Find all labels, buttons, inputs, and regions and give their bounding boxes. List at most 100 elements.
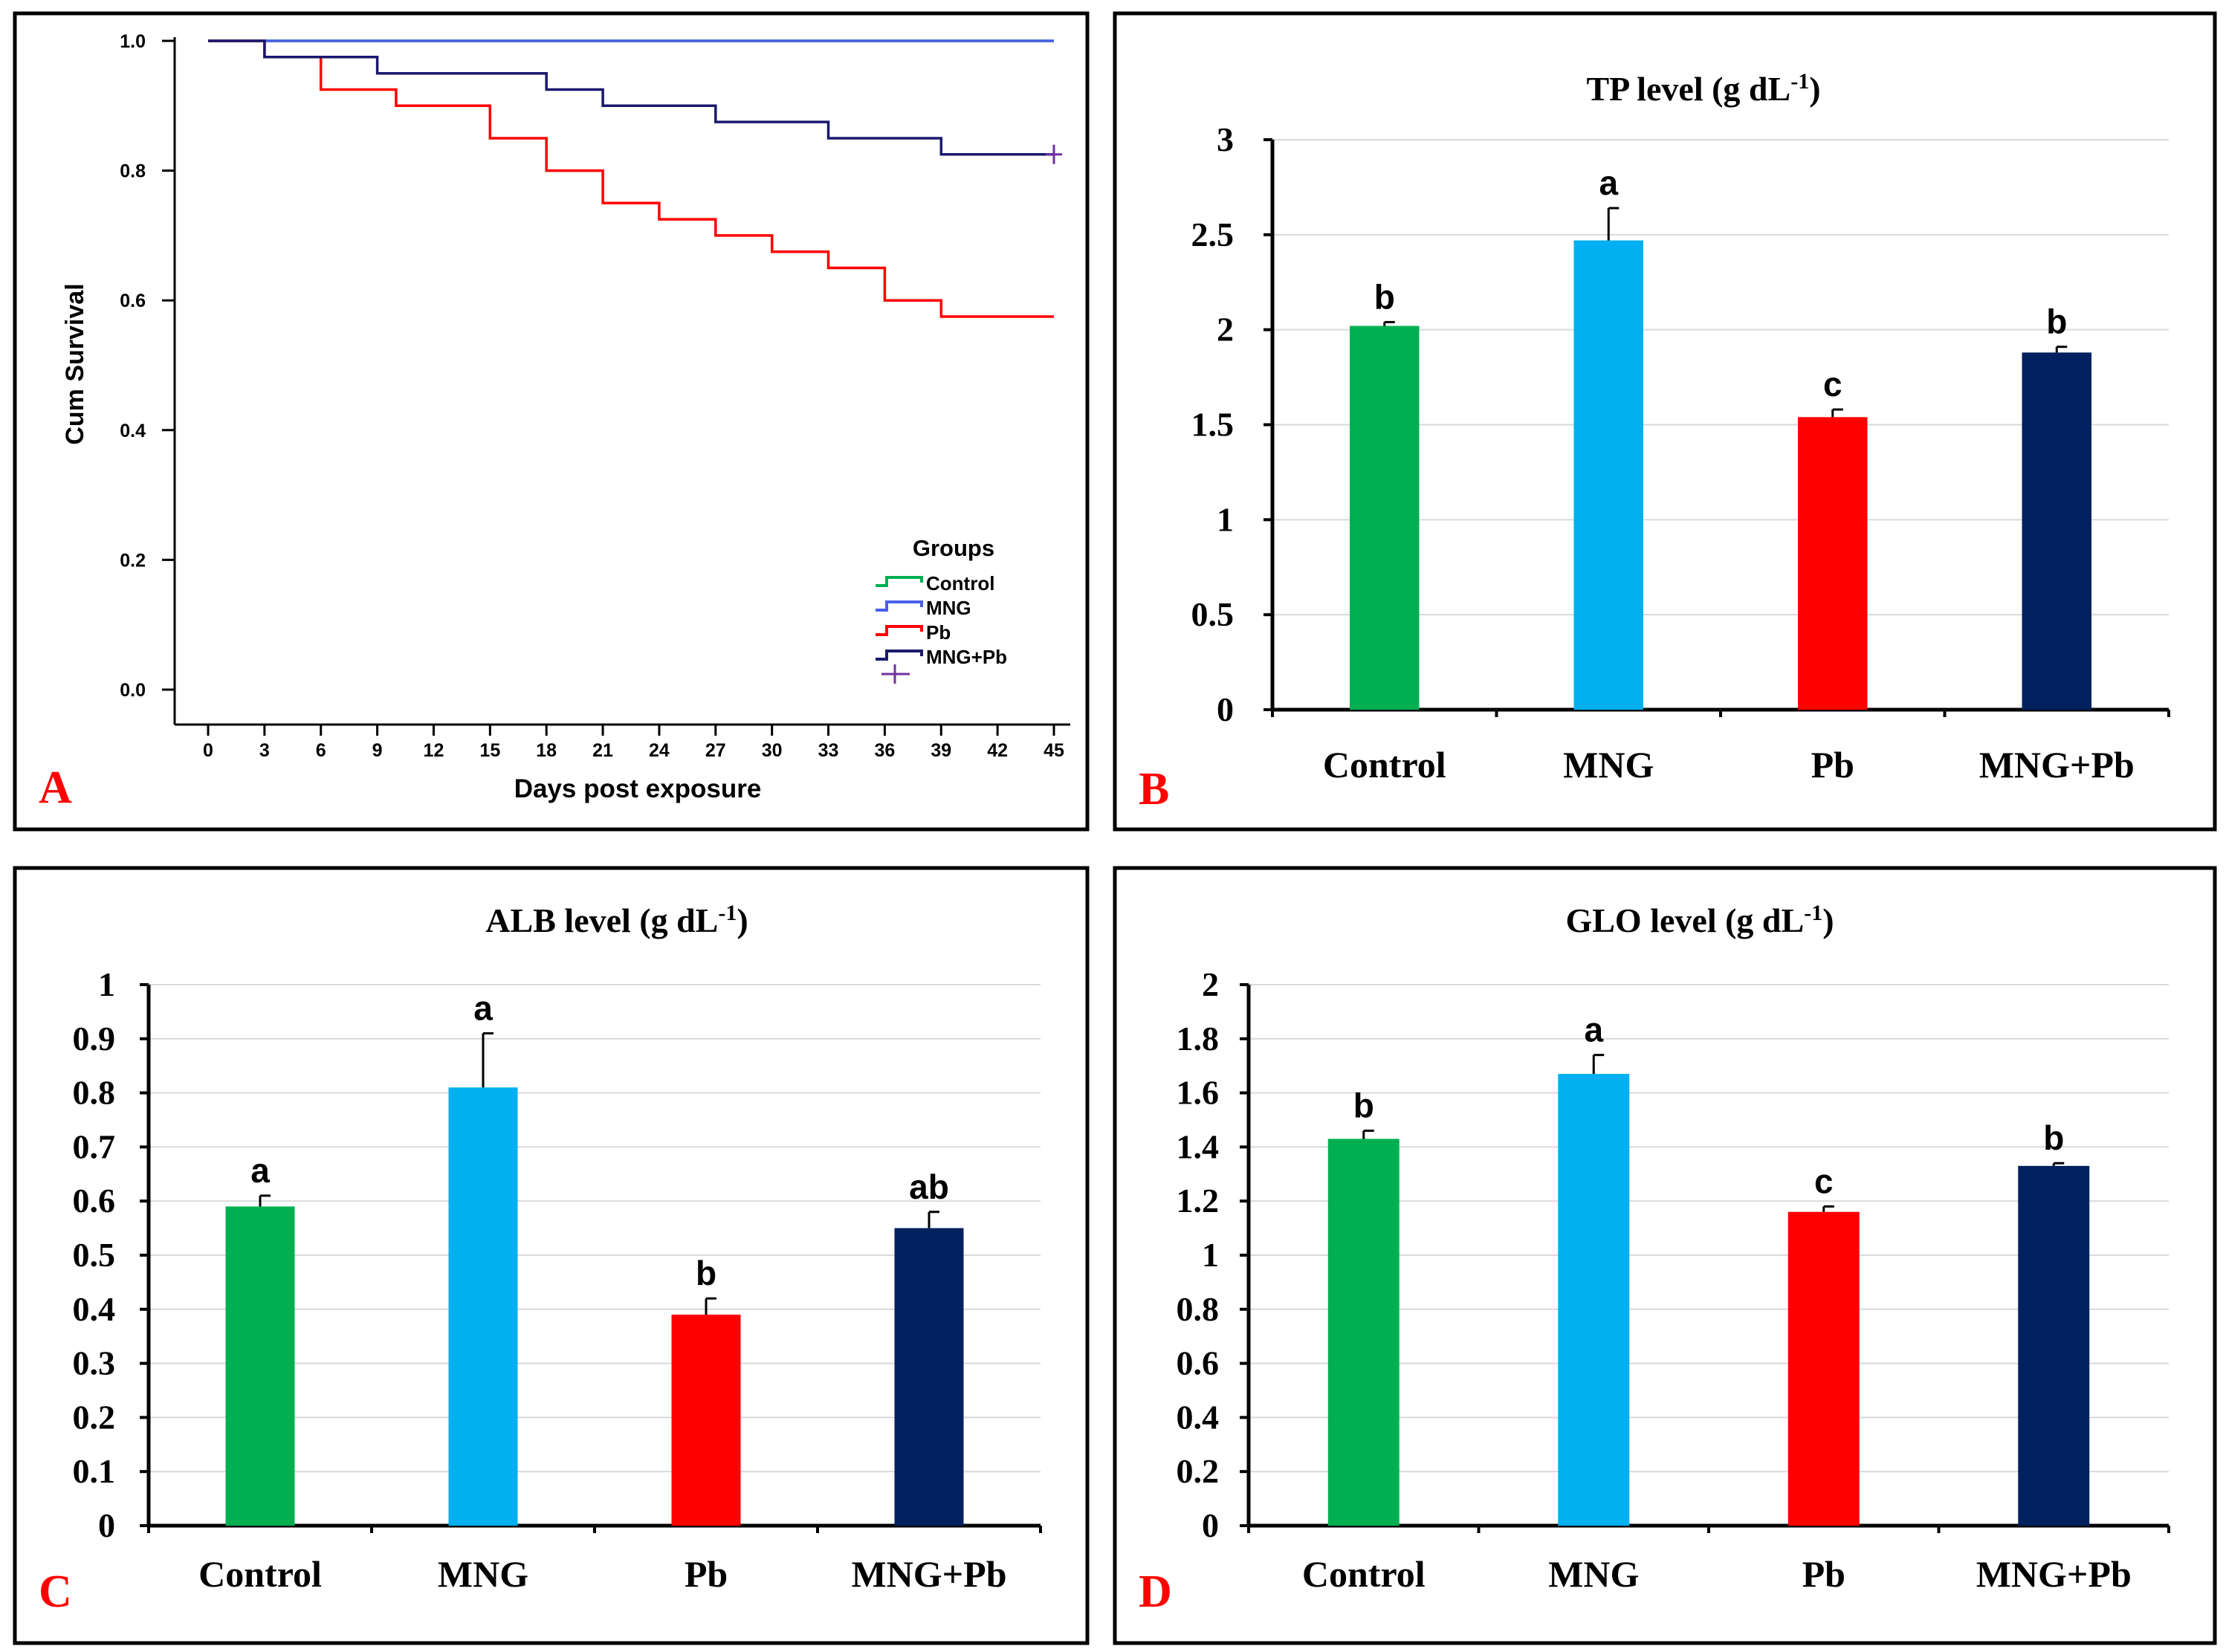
panel-b-frame [1113, 11, 2217, 832]
survival-xlabel: Days post exposure [514, 774, 762, 803]
y-tick-label: 2 [1217, 311, 1234, 349]
y-tick-label: 0.1 [73, 1452, 116, 1490]
y-tick-label: 0 [1217, 690, 1234, 728]
bar-chart-panel-c: 0 0.1 0.2 0.3 0.4 0.5 0.6 0.7 0.8 0.9 1 a Control a MN… [39, 901, 1042, 1617]
significance-letter-control: a [250, 1151, 270, 1190]
y-tick-label: 2 [1202, 965, 1219, 1003]
y-tick-label: 1.8 [1177, 1020, 1220, 1057]
category-label-pb: Pb [1802, 1553, 1845, 1595]
survival-x-tick-label: 9 [372, 740, 383, 761]
bar-pb [1787, 1211, 1860, 1526]
panel-letter-a: A [39, 762, 72, 813]
y-tick-label: 1.5 [1191, 406, 1235, 444]
panel-letter-d: D [1139, 1567, 1172, 1617]
survival-y-tick-label: 0.0 [120, 680, 146, 701]
legend-title: Groups [913, 535, 994, 561]
bar-mng-pb [894, 1228, 964, 1526]
legend-label-mng-pb: MNG+Pb [926, 646, 1007, 668]
y-tick-label: 0.9 [73, 1020, 116, 1057]
bar-panels: 0 0.5 1 1.5 2 2.5 3 b Control a MNG c Pb b MNG+Pb TP le… [39, 69, 2170, 1617]
significance-letter-pb: c [1814, 1162, 1834, 1200]
y-tick-label: 0.4 [73, 1290, 116, 1328]
y-tick-label: 0.5 [1191, 595, 1235, 633]
y-tick-label: 1.2 [1177, 1182, 1220, 1219]
category-label-control: Control [1323, 744, 1446, 785]
bar-mng [1573, 240, 1643, 710]
bar-chart-panel-d: 0 0.2 0.4 0.6 0.8 1 1.2 1.4 1.6 1.8 2 b Control a MNG c… [1139, 901, 2170, 1617]
panel-d-frame [1113, 866, 2217, 1645]
legend-swatch-pb [876, 625, 923, 636]
survival-x-tick-label: 33 [818, 740, 839, 761]
survival-x-tick-label: 3 [259, 740, 270, 761]
panel-a-frame [13, 11, 1090, 832]
survival-y-tick-label: 0.6 [120, 291, 146, 311]
y-tick-label: 3 [1217, 120, 1234, 158]
y-tick-label: 0.4 [1177, 1398, 1220, 1436]
bar-control [1327, 1138, 1400, 1526]
survival-x-tick-label: 21 [592, 740, 613, 761]
y-tick-label: 0.8 [1177, 1290, 1220, 1328]
survival-line-pb [208, 39, 1054, 318]
y-tick-label: 0.2 [1177, 1452, 1220, 1490]
category-label-control: Control [198, 1553, 322, 1595]
legend-swatch-mng-pb [876, 650, 923, 661]
y-tick-label: 0.3 [73, 1344, 116, 1382]
y-tick-label: 1 [1217, 500, 1234, 538]
y-tick-label: 0.7 [73, 1127, 116, 1165]
bar-mng [448, 1087, 518, 1526]
legend-swatch-control [876, 576, 923, 587]
survival-x-tick-label: 0 [203, 740, 213, 761]
category-label-pb: Pb [1811, 744, 1854, 785]
bar-mng-pb [2018, 1165, 2090, 1526]
category-label-mng-pb: MNG+Pb [851, 1553, 1006, 1595]
survival-x-tick-label: 6 [316, 740, 326, 761]
y-tick-label: 0 [1202, 1506, 1219, 1544]
survival-x-tick-label: 18 [536, 740, 557, 761]
survival-y-tick-label: 0.8 [120, 161, 146, 182]
survival-x-tick-label: 27 [705, 740, 726, 761]
survival-x-tick-label: 39 [931, 740, 951, 761]
bar-mng [1558, 1074, 1630, 1526]
significance-letter-pb: b [696, 1254, 716, 1292]
survival-x-tick-label: 12 [424, 740, 444, 761]
y-tick-label: 0.6 [1177, 1344, 1220, 1382]
significance-letter-mng-pb: ab [909, 1167, 949, 1206]
chart-title: TP level (g dL-1) [1586, 69, 1820, 108]
category-label-control: Control [1302, 1553, 1426, 1595]
significance-letter-control: b [1374, 277, 1395, 316]
category-label-mng: MNG [1563, 744, 1654, 785]
survival-y-tick-label: 0.2 [120, 550, 146, 571]
survival-x-tick-label: 24 [649, 740, 670, 761]
y-tick-label: 0.2 [73, 1398, 116, 1436]
significance-letter-mng-pb: b [2046, 302, 2067, 341]
panel-letter-c: C [39, 1567, 72, 1617]
panel-letter-b: B [1139, 764, 1169, 814]
y-tick-label: 1.4 [1177, 1127, 1220, 1165]
y-tick-label: 0.5 [73, 1236, 116, 1274]
significance-letter-mng: a [1599, 163, 1618, 202]
significance-letter-mng-pb: b [2043, 1118, 2064, 1157]
survival-plot: 0.00.20.40.60.81.00 3 6 9 12 15 18 21 24 27 30 33 36… [39, 31, 1070, 813]
chart-title: GLO level (g dL-1) [1565, 901, 1834, 939]
panel-c-frame [13, 866, 1090, 1645]
survival-line-mng-pb [208, 39, 1054, 156]
survival-y-tick-label: 0.4 [120, 421, 146, 441]
legend-label-mng: MNG [926, 597, 971, 619]
bar-mng-pb [2022, 352, 2091, 710]
significance-letter-pb: c [1823, 365, 1842, 404]
category-label-mng-pb: MNG+Pb [1979, 744, 2135, 785]
survival-x-tick-label: 42 [987, 740, 1008, 761]
bar-chart-panel-b: 0 0.5 1 1.5 2 2.5 3 b Control a MNG c Pb b MNG+Pb TP le… [1139, 69, 2170, 814]
survival-x-tick-label: 36 [874, 740, 895, 761]
significance-letter-control: b [1353, 1086, 1374, 1125]
legend-label-pb: Pb [926, 621, 951, 644]
legend-swatch-mng [876, 600, 923, 612]
category-label-mng: MNG [438, 1553, 528, 1595]
category-label-pb: Pb [685, 1553, 728, 1595]
bar-control [225, 1206, 295, 1526]
bar-pb [1798, 417, 1868, 710]
y-tick-label: 0.8 [73, 1074, 116, 1112]
y-tick-label: 1 [98, 965, 115, 1003]
y-tick-label: 0.6 [73, 1182, 116, 1219]
